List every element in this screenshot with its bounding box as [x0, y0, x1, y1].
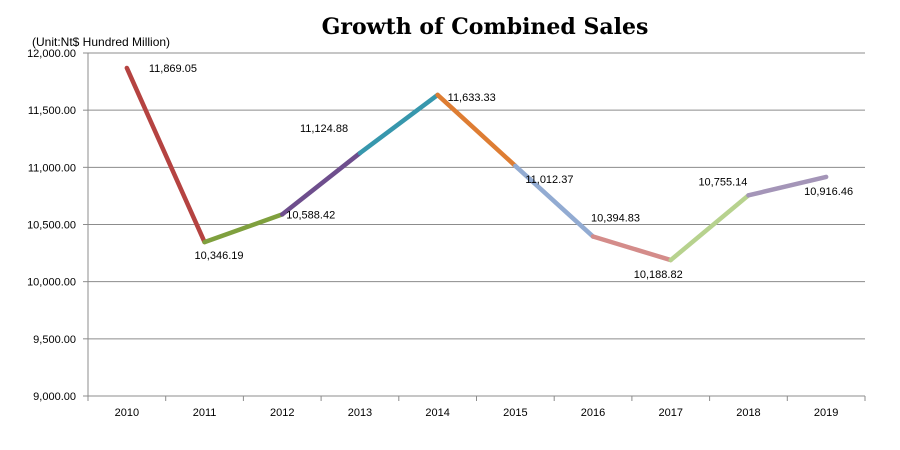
line-segment	[590, 234, 673, 263]
y-tick-label: 10,500.00	[27, 220, 76, 232]
series-layer	[124, 65, 829, 263]
data-label: 10,188.82	[634, 269, 683, 281]
axis-layer: 9,000.00 9,500.00 10,000.00 10,500.00 11,000…	[27, 48, 866, 419]
data-label: 10,346.19	[195, 250, 244, 262]
line-segment	[124, 65, 207, 245]
x-tick-label: 2012	[270, 407, 294, 419]
line-segment	[357, 92, 440, 156]
data-label: 10,916.46	[804, 186, 853, 198]
x-tick-label: 2017	[659, 407, 683, 419]
x-tick-label: 2014	[425, 407, 449, 419]
data-label: 10,755.14	[698, 176, 747, 188]
line-segment	[513, 163, 596, 239]
x-tick-label: 2011	[193, 407, 217, 419]
data-label: 10,588.42	[286, 209, 335, 221]
grid-layer	[88, 52, 865, 340]
line-segment	[668, 193, 751, 263]
label-layer: 11,869.05 10,346.19 10,588.42 11,124.88 11,6…	[149, 63, 853, 281]
x-tick-label: 2010	[115, 407, 139, 419]
x-tick-label: 2018	[736, 407, 760, 419]
line-segment	[280, 150, 363, 217]
x-tick-label: 2016	[581, 407, 605, 419]
y-tick-label: 12,000.00	[27, 48, 76, 60]
line-segment	[746, 174, 829, 198]
data-label: 11,633.33	[448, 92, 496, 104]
x-tick-label: 2015	[503, 407, 527, 419]
x-tick-label: 2019	[814, 407, 838, 419]
y-tick-label: 11,000.00	[28, 162, 76, 174]
x-tick-label: 2013	[348, 407, 372, 419]
line-segment	[435, 92, 518, 169]
line-segment	[202, 212, 285, 245]
y-tick-label: 9,000.00	[33, 391, 76, 403]
chart-title: Growth of Combined Sales	[321, 14, 649, 40]
y-tick-label: 10,000.00	[27, 277, 76, 289]
data-label: 11,012.37	[525, 174, 573, 186]
y-tick-label: 9,500.00	[33, 334, 76, 346]
data-label: 11,124.88	[300, 123, 348, 135]
unit-label: (Unit:Nt$ Hundred Million)	[32, 35, 171, 49]
data-label: 11,869.05	[149, 63, 197, 75]
data-label: 10,394.83	[591, 213, 640, 225]
y-tick-label: 11,500.00	[28, 105, 76, 117]
